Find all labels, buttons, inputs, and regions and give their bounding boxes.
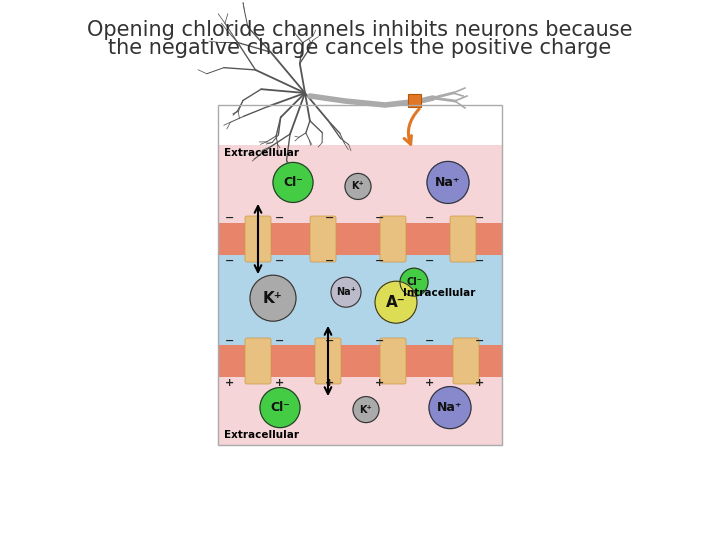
Text: −: −	[426, 213, 435, 223]
FancyBboxPatch shape	[310, 216, 336, 262]
Text: Intracellular: Intracellular	[403, 288, 475, 298]
Text: −: −	[426, 336, 435, 346]
FancyBboxPatch shape	[315, 338, 341, 384]
Text: −: −	[225, 213, 235, 223]
Circle shape	[400, 268, 428, 296]
Text: −: −	[275, 336, 284, 346]
Text: −: −	[475, 336, 485, 346]
Circle shape	[427, 161, 469, 204]
Bar	[218, 345, 502, 377]
Circle shape	[260, 388, 300, 428]
Text: −: −	[375, 336, 384, 346]
Text: −: −	[375, 213, 384, 223]
Text: the negative charge cancels the positive charge: the negative charge cancels the positive…	[109, 38, 611, 58]
Text: Na⁺: Na⁺	[437, 401, 463, 414]
Text: Cl⁻: Cl⁻	[283, 176, 303, 189]
Text: +: +	[475, 378, 485, 388]
Text: +: +	[275, 378, 284, 388]
Text: −: −	[325, 256, 335, 266]
Text: Extracellular: Extracellular	[224, 430, 299, 440]
Circle shape	[345, 173, 371, 199]
Text: −: −	[275, 256, 284, 266]
Text: −: −	[375, 256, 384, 266]
FancyBboxPatch shape	[450, 216, 476, 262]
FancyBboxPatch shape	[245, 338, 271, 384]
Text: Opening chloride channels inhibits neurons because: Opening chloride channels inhibits neuro…	[87, 20, 633, 40]
Text: −: −	[325, 336, 335, 346]
Text: +: +	[325, 378, 335, 388]
Circle shape	[375, 281, 417, 323]
Bar	[218, 255, 502, 345]
Circle shape	[273, 163, 313, 202]
Text: K⁺: K⁺	[351, 181, 364, 192]
Text: Na⁺: Na⁺	[436, 176, 461, 189]
Text: K⁺: K⁺	[263, 291, 283, 306]
FancyBboxPatch shape	[380, 216, 406, 262]
Bar	[408, 94, 421, 107]
Text: Cl⁻: Cl⁻	[406, 277, 422, 287]
Text: Extracellular: Extracellular	[224, 148, 299, 158]
Text: K⁺: K⁺	[359, 404, 372, 415]
Text: −: −	[275, 213, 284, 223]
Text: A⁻: A⁻	[386, 295, 406, 310]
Bar	[218, 377, 502, 445]
Text: Cl⁻: Cl⁻	[270, 401, 290, 414]
Text: −: −	[225, 256, 235, 266]
Text: +: +	[375, 378, 384, 388]
FancyBboxPatch shape	[453, 338, 479, 384]
Text: +: +	[225, 378, 235, 388]
Text: −: −	[325, 213, 335, 223]
FancyBboxPatch shape	[380, 338, 406, 384]
Circle shape	[250, 275, 296, 321]
Circle shape	[331, 277, 361, 307]
Bar	[218, 145, 502, 223]
FancyBboxPatch shape	[245, 216, 271, 262]
Text: −: −	[225, 336, 235, 346]
Text: −: −	[475, 256, 485, 266]
Circle shape	[353, 396, 379, 423]
Text: −: −	[475, 213, 485, 223]
Bar	[218, 105, 502, 445]
Bar	[218, 223, 502, 255]
Text: −: −	[426, 256, 435, 266]
Text: Na⁺: Na⁺	[336, 287, 356, 297]
Circle shape	[429, 387, 471, 429]
Text: +: +	[426, 378, 435, 388]
